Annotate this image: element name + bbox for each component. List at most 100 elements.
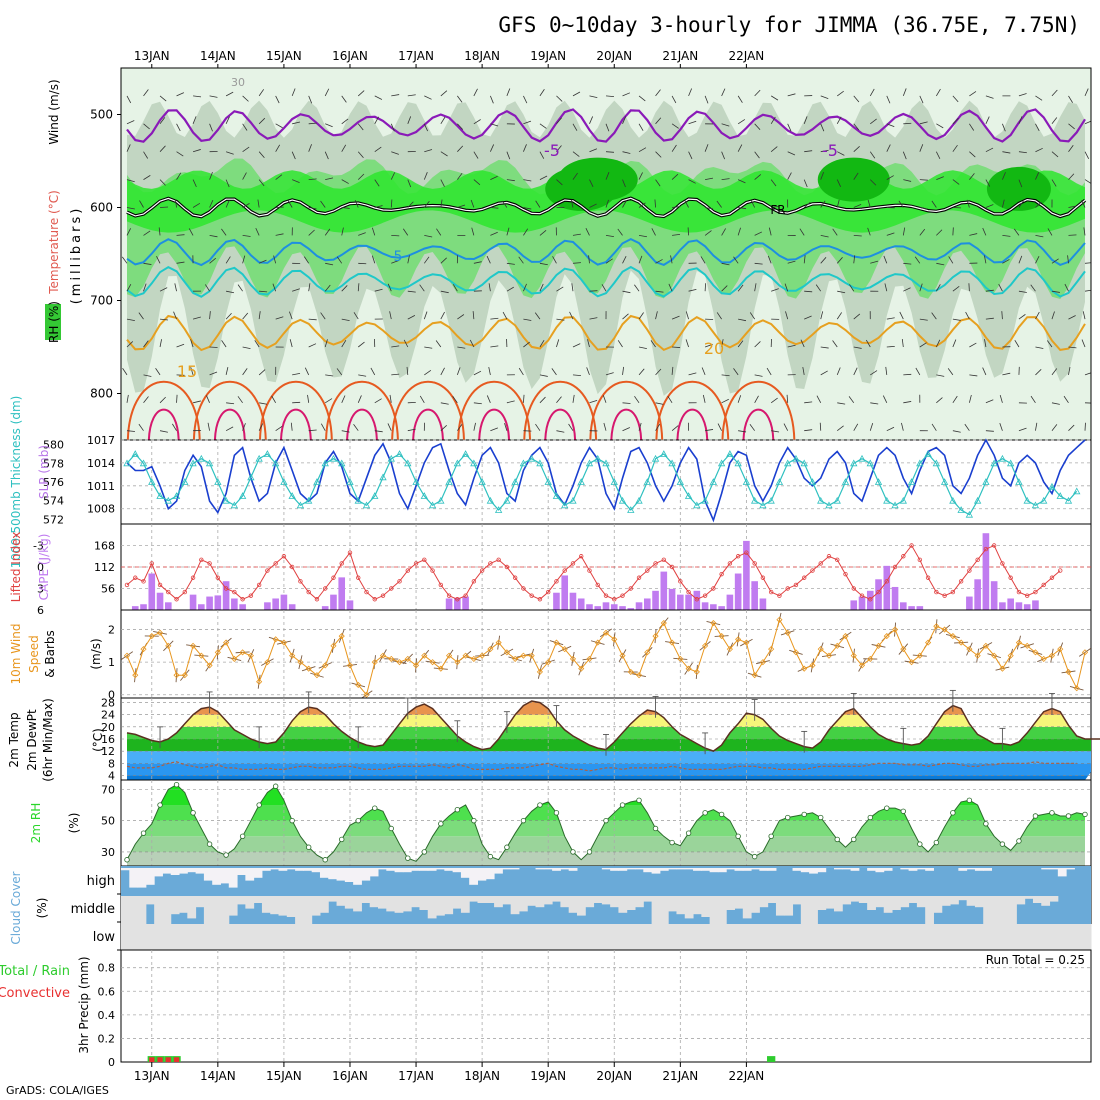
date-label-bottom: 17JAN	[398, 1069, 434, 1083]
wind-barb	[353, 312, 359, 320]
cape-bar	[586, 604, 593, 610]
wind-barb	[457, 172, 463, 180]
cloud-cell	[601, 868, 611, 870]
wind-barb	[651, 228, 656, 236]
lifted-index-point	[876, 589, 881, 595]
wind-barb	[556, 318, 565, 321]
dewpt2m-label: 2m DewPt	[25, 709, 39, 771]
wind-barb	[242, 346, 251, 349]
wind-barb	[787, 93, 796, 97]
wind-barb	[849, 284, 855, 292]
thickness-point	[808, 478, 817, 485]
wind-barb	[457, 145, 464, 152]
cloud-cell	[1057, 868, 1067, 877]
cloud-cell	[1024, 924, 1034, 952]
wind10m-point	[454, 659, 461, 666]
wind10m-point	[611, 636, 618, 643]
cloud-cell	[784, 896, 794, 916]
wind-barb	[1051, 424, 1058, 431]
thickness-label: 1000-500mb Thickness (dm)	[9, 396, 23, 569]
wind-barb	[738, 318, 747, 322]
cloud-cell	[270, 868, 280, 870]
wind-barb	[308, 122, 317, 125]
wind-barb	[1030, 395, 1036, 404]
lifted-index-point	[975, 557, 980, 563]
wind-barb	[1051, 402, 1060, 405]
wind-barb	[936, 229, 943, 236]
cloud-cell	[543, 924, 553, 952]
wind-barb	[853, 367, 858, 376]
cloud-cell	[892, 924, 901, 952]
wind-barb	[688, 88, 693, 97]
wind-barb	[1035, 95, 1043, 101]
wind-barb	[1084, 151, 1090, 159]
cloud-cell	[576, 896, 586, 916]
rh2m-point	[735, 833, 741, 839]
wind-barb	[1081, 339, 1086, 348]
wind-barb	[126, 120, 135, 125]
temp-tick-label: 4	[108, 769, 115, 782]
contour-label: 5	[394, 249, 403, 265]
wind-barb	[837, 290, 846, 294]
lifted-index-point	[1008, 575, 1013, 580]
cape-bar	[198, 604, 205, 610]
cloud-cell	[278, 924, 288, 952]
wind-barb	[985, 399, 994, 404]
cloud-cell	[709, 896, 719, 924]
cloud-cell	[510, 924, 520, 952]
wind-barb	[242, 146, 250, 153]
rh2m-point	[206, 841, 213, 847]
lifted-index-point	[777, 593, 782, 598]
cloud-cell	[966, 896, 976, 906]
wind-barb	[754, 283, 757, 292]
wind-barb	[290, 422, 293, 431]
temp-tick-label: 8	[108, 757, 115, 770]
lifted-index-point	[661, 557, 667, 563]
temp-contour-25	[478, 408, 510, 440]
cape-bar	[1007, 598, 1014, 610]
cloud-cell	[784, 924, 794, 952]
cloud-cell	[900, 868, 910, 870]
wind-barb	[358, 232, 366, 236]
wind-barb	[605, 372, 614, 376]
wind-barb	[969, 374, 978, 377]
wind-barb	[737, 95, 743, 103]
wind-barb	[1068, 346, 1077, 349]
wind-barb	[1063, 395, 1069, 404]
wind-barb	[589, 179, 594, 187]
wind-barb	[655, 423, 661, 431]
wind-barb	[389, 394, 392, 403]
wind-barb	[1002, 151, 1011, 154]
rh2m-point	[966, 797, 973, 804]
cape-tick-label: 56	[101, 583, 115, 596]
wind-barb	[1064, 283, 1069, 292]
wind-barb	[919, 228, 926, 236]
wind-barb	[655, 290, 664, 293]
cape-bar	[718, 606, 725, 610]
wind-barb	[292, 373, 301, 376]
wind-barb	[816, 395, 822, 403]
lifted-index-point	[182, 589, 188, 595]
precip-convective-bar	[173, 1057, 180, 1062]
wind-barb	[721, 374, 730, 377]
thickness-point	[1048, 482, 1056, 490]
wind-barb	[258, 369, 266, 376]
cape-bar	[272, 598, 279, 610]
lifted-tick-label: 3	[37, 583, 44, 596]
wind-barb	[770, 179, 777, 187]
wind10m-point	[322, 662, 329, 669]
cloud-cell	[427, 896, 437, 919]
lifted-index-point	[521, 586, 526, 591]
cloud-cell	[452, 896, 462, 909]
cape-bar	[131, 606, 139, 610]
cape-bar	[652, 590, 659, 610]
cloud-cell	[411, 896, 420, 908]
wind10m-point	[247, 652, 254, 659]
wind-barb	[325, 374, 334, 377]
wind10m-point	[396, 659, 403, 666]
wind-barb	[999, 395, 1003, 403]
cloud-cell	[659, 896, 669, 924]
cloud-cell	[212, 868, 221, 885]
wind-barb	[903, 122, 912, 125]
wind10m-point	[619, 652, 626, 659]
